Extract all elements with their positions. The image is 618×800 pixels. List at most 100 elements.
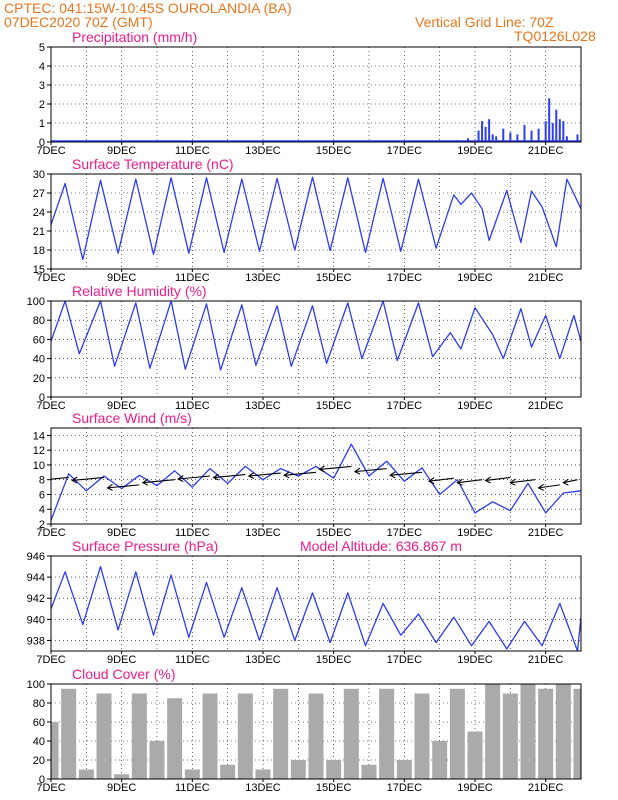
precip-bar <box>491 134 494 142</box>
cloud-bar <box>414 693 430 779</box>
wind-ytick-label: 8 <box>39 475 45 487</box>
rh-xtick-label: 15DEC <box>316 400 352 412</box>
cloud-ytick-label: 20 <box>33 755 45 767</box>
wind-xtick-label: 21DEC <box>528 527 564 539</box>
cloud-bar <box>467 731 483 779</box>
rh-xtick-label: 9DEC <box>107 400 136 412</box>
temp-xtick-label: 21DEC <box>528 272 564 284</box>
wind-arrow-head <box>353 467 361 475</box>
wind-arrow <box>178 475 211 480</box>
precip-xtick-label: 15DEC <box>316 145 352 157</box>
cloud-ytick-label: 60 <box>33 717 45 729</box>
wind-arrow-head <box>562 478 569 486</box>
rh-xtick-label: 21DEC <box>528 400 564 412</box>
cloud-bar <box>432 741 448 779</box>
wind-plot <box>51 443 581 521</box>
wind-arrow-head <box>537 483 544 491</box>
wind-xtick-label: 9DEC <box>107 527 136 539</box>
precip-bar <box>558 119 561 142</box>
wind-arrow-head <box>177 475 184 482</box>
precip-xtick-label: 13DEC <box>245 145 281 157</box>
press-panel: 938 940 942 944 946 7DEC 9DEC 11DEC 13DEC 15DEC 17… <box>27 538 582 666</box>
precip-bar <box>555 109 558 142</box>
cloud-bar <box>502 693 518 779</box>
rh-ytick-label: 80 <box>33 315 45 327</box>
precip-bar <box>509 132 512 142</box>
cloud-bar <box>51 722 59 779</box>
cloud-bar <box>184 769 200 779</box>
cloud-bar <box>290 760 306 779</box>
precip-bar <box>484 126 487 142</box>
cloud-bar <box>449 688 465 779</box>
wind-arrow <box>390 471 423 476</box>
cloud-bar <box>114 774 130 779</box>
cloud-ytick-label: 0 <box>39 774 45 786</box>
rh-plot <box>51 301 581 371</box>
cloud-bar <box>396 760 412 779</box>
wind-panel: 2 4 6 8 10 12 14 7DEC 9DEC 11DEC 13DEC 15DEC 17DEC 19… <box>33 410 582 539</box>
cloud-bar <box>485 684 501 779</box>
press-ytick-label: 946 <box>27 551 45 563</box>
precip-xtick-label: 9DEC <box>107 145 136 157</box>
wind-arrow-head <box>389 471 396 479</box>
press-annotation: Model Altitude: 636.867 m <box>300 538 462 554</box>
cloud-xtick-label: 7DEC <box>36 782 65 794</box>
wind-arrow <box>457 479 483 484</box>
precip-ytick-label: 4 <box>39 61 45 73</box>
precip-ytick-label: 2 <box>39 99 45 111</box>
precip-xtick-label: 21DEC <box>528 145 564 157</box>
temp-ytick-label: 21 <box>33 226 45 238</box>
wind-xtick-label: 11DEC <box>175 527 210 539</box>
wind-arrow-head <box>141 478 149 486</box>
precip-xtick-label: 17DEC <box>387 145 423 157</box>
wind-xtick-label: 17DEC <box>387 527 423 539</box>
cloud-title: Cloud Cover (%) <box>72 666 175 682</box>
temp-xtick-label: 17DEC <box>387 272 423 284</box>
cloud-bar <box>237 693 253 779</box>
cloud-bar <box>273 688 289 779</box>
rh-xtick-label: 17DEC <box>387 400 423 412</box>
cloud-xtick-label: 13DEC <box>245 782 281 794</box>
temp-line <box>51 176 581 261</box>
press-xtick-label: 9DEC <box>107 654 136 666</box>
temp-plot <box>51 176 581 261</box>
precip-ytick-label: 1 <box>39 118 45 130</box>
temp-ytick-label: 24 <box>33 207 45 219</box>
wind-arrow-head <box>283 471 290 479</box>
wind-arrow <box>213 473 246 479</box>
wind-ytick-label: 10 <box>33 460 45 472</box>
cloud-bar <box>61 688 77 779</box>
cloud-bar <box>343 688 359 779</box>
rh-ytick-label: 40 <box>33 354 45 366</box>
precip-bar <box>523 124 526 142</box>
rh-ytick-label: 20 <box>33 373 45 385</box>
rh-xtick-label: 11DEC <box>175 400 210 412</box>
press-xtick-label: 7DEC <box>36 654 65 666</box>
wind-arrow <box>563 479 578 484</box>
wind-arrow-head <box>484 476 491 484</box>
temp-frame <box>50 173 582 270</box>
cloud-bar <box>131 693 147 779</box>
precip-bar <box>548 98 551 142</box>
wind-arrow-head <box>71 476 78 484</box>
rh-ytick-label: 60 <box>33 334 45 346</box>
cloud-xtick-label: 15DEC <box>316 782 352 794</box>
press-ytick-label: 938 <box>27 635 45 647</box>
cloud-bar <box>520 684 536 779</box>
wind-ytick-label: 6 <box>39 489 45 501</box>
cloud-bar <box>96 693 112 779</box>
precip-bar <box>576 134 579 142</box>
press-frame <box>50 555 582 652</box>
press-xtick-label: 21DEC <box>528 654 564 666</box>
wind-arrow-head <box>509 478 516 486</box>
wind-arrow-head <box>318 465 325 473</box>
cloud-bar <box>573 688 581 779</box>
precip-bar <box>551 123 554 142</box>
rh-xtick-label: 7DEC <box>36 400 65 412</box>
temp-xtick-label: 11DEC <box>175 272 210 284</box>
precip-bar <box>495 136 498 142</box>
press-xtick-label: 15DEC <box>316 654 352 666</box>
precip-bar <box>502 128 505 142</box>
cloud-bar <box>555 684 571 779</box>
